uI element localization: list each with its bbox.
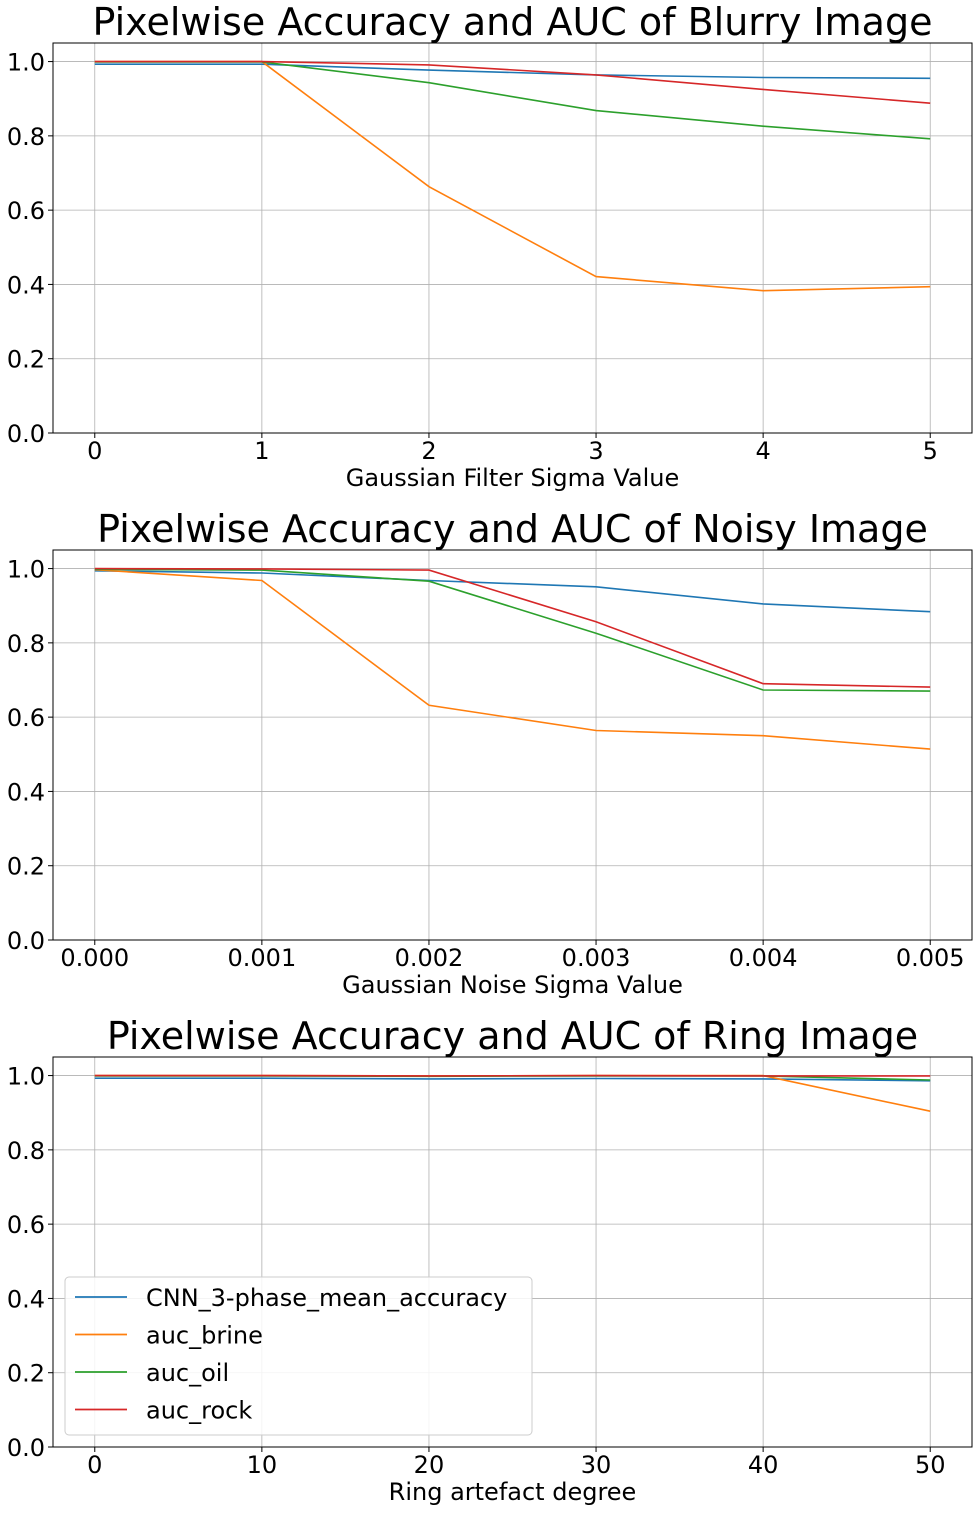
x-tick-label: 4 xyxy=(755,437,770,465)
y-tick-label: 1.0 xyxy=(7,556,45,584)
legend-entry: auc_brine xyxy=(146,1322,263,1350)
series-line-CNN_3-phase_mean_accuracy xyxy=(94,570,931,613)
legend-entry: auc_rock xyxy=(146,1397,252,1425)
series-line-auc_brine xyxy=(94,1074,931,1112)
x-tick-label: 30 xyxy=(581,1451,612,1479)
series-line-auc_rock xyxy=(94,60,931,104)
x-axis-label: Gaussian Noise Sigma Value xyxy=(342,971,683,999)
y-tick-label: 0.0 xyxy=(7,927,45,955)
y-tick-label: 0.8 xyxy=(7,630,45,658)
x-tick-label: 0.002 xyxy=(395,944,464,972)
chart-panel-1: Pixelwise Accuracy and AUC of Blurry Ima… xyxy=(7,0,973,492)
y-tick-label: 0.4 xyxy=(7,271,45,299)
series-line-auc_rock xyxy=(94,567,931,688)
y-tick-label: 0.0 xyxy=(7,420,45,448)
x-tick-label: 10 xyxy=(247,1451,278,1479)
series-line-auc_oil xyxy=(94,568,931,692)
x-tick-label: 20 xyxy=(414,1451,445,1479)
plot-frame xyxy=(52,1056,973,1448)
legend: CNN_3-phase_mean_accuracy auc_brine auc_oi… xyxy=(64,1276,533,1436)
y-tick-label: 1.0 xyxy=(7,1063,45,1091)
y-tick-label: 0.2 xyxy=(7,853,45,881)
plot-frame xyxy=(52,549,973,941)
series-line-CNN_3-phase_mean_accuracy xyxy=(94,1077,931,1082)
x-axis-label: Gaussian Filter Sigma Value xyxy=(346,464,680,492)
x-tick-label: 0 xyxy=(87,1451,102,1479)
x-axis-label: Ring artefact degree xyxy=(389,1478,637,1506)
series-line-auc_oil xyxy=(94,61,931,140)
legend-entry: auc_oil xyxy=(146,1359,229,1387)
y-tick-label: 0.8 xyxy=(7,1137,45,1165)
x-tick-label: 5 xyxy=(923,437,938,465)
chart-panel-2: Pixelwise Accuracy and AUC of Noisy Imag… xyxy=(7,507,973,999)
y-tick-label: 0.4 xyxy=(7,1285,45,1313)
chart-panel-3: Pixelwise Accuracy and AUC of Ring Image… xyxy=(7,1014,973,1506)
x-tick-label: 0.001 xyxy=(228,944,297,972)
y-tick-label: 0.6 xyxy=(7,197,45,225)
y-tick-label: 0.6 xyxy=(7,704,45,732)
x-tick-label: 0.004 xyxy=(729,944,798,972)
x-tick-label: 0.000 xyxy=(60,944,129,972)
chart-title: Pixelwise Accuracy and AUC of Noisy Imag… xyxy=(97,507,928,551)
x-tick-label: 3 xyxy=(588,437,603,465)
x-tick-label: 2 xyxy=(421,437,436,465)
y-tick-label: 0.2 xyxy=(7,1360,45,1388)
x-tick-label: 0 xyxy=(87,437,102,465)
chart-title: Pixelwise Accuracy and AUC of Blurry Ima… xyxy=(93,0,933,44)
x-tick-label: 50 xyxy=(915,1451,946,1479)
series-line-CNN_3-phase_mean_accuracy xyxy=(94,63,931,80)
plot-frame xyxy=(52,42,973,434)
y-tick-label: 0.0 xyxy=(7,1434,45,1462)
x-tick-label: 0.003 xyxy=(562,944,631,972)
chart-title: Pixelwise Accuracy and AUC of Ring Image xyxy=(107,1014,918,1058)
legend-box xyxy=(64,1276,533,1436)
y-tick-label: 0.8 xyxy=(7,123,45,151)
y-tick-label: 0.2 xyxy=(7,346,45,374)
y-tick-label: 0.6 xyxy=(7,1211,45,1239)
x-tick-label: 0.005 xyxy=(896,944,965,972)
x-tick-label: 40 xyxy=(748,1451,779,1479)
y-tick-label: 1.0 xyxy=(7,49,45,77)
y-tick-label: 0.4 xyxy=(7,778,45,806)
series-line-auc_brine xyxy=(94,568,931,750)
legend-entry: CNN_3-phase_mean_accuracy xyxy=(146,1284,507,1312)
x-tick-label: 1 xyxy=(254,437,269,465)
